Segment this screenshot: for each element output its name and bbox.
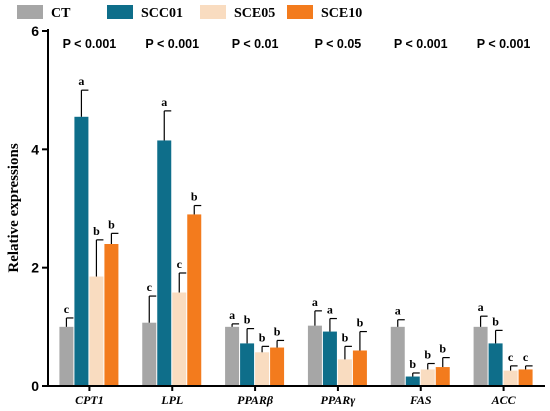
significance-letter: b xyxy=(439,342,446,356)
legend-label-sce10: SCE10 xyxy=(321,6,362,21)
significance-letter: b xyxy=(424,348,431,362)
legend-label-scc01: SCC01 xyxy=(141,6,183,21)
significance-letter: a xyxy=(78,74,84,88)
bar-scc01 xyxy=(322,331,337,386)
bar-ct xyxy=(307,325,322,386)
p-value-label: P < 0.001 xyxy=(63,37,117,51)
significance-letter: b xyxy=(342,330,349,344)
bar-ct xyxy=(473,326,488,386)
bar-scc01 xyxy=(157,140,172,386)
x-tick-label: ACC xyxy=(491,393,517,407)
bar-sce10 xyxy=(518,369,533,386)
p-value-label: P < 0.001 xyxy=(145,37,199,51)
bar-scc01 xyxy=(74,116,89,387)
significance-letter: c xyxy=(177,257,183,271)
y-tick-label: 2 xyxy=(31,260,39,276)
x-tick-label: LPL xyxy=(160,393,183,407)
significance-letter: b xyxy=(108,217,115,231)
bar-ct xyxy=(142,322,157,386)
bar-sce10 xyxy=(270,347,285,386)
significance-letter: b xyxy=(492,314,499,328)
bar-sce10 xyxy=(435,367,450,386)
significance-letter: c xyxy=(523,350,529,364)
p-value-label: P < 0.01 xyxy=(232,37,279,51)
bar-sce10 xyxy=(187,214,202,386)
significance-letter: c xyxy=(147,280,153,294)
significance-letter: b xyxy=(93,224,100,238)
significance-letter: a xyxy=(229,308,235,322)
x-tick-label: FAS xyxy=(409,393,432,407)
significance-letter: b xyxy=(259,330,266,344)
significance-letter: b xyxy=(191,190,198,204)
significance-letter: c xyxy=(508,350,514,364)
bar-sce05 xyxy=(255,352,270,386)
significance-letter: a xyxy=(161,95,167,109)
x-axis: CPT1 LPL PPARβ PPARγ FAS ACC xyxy=(47,385,545,407)
bar-scc01 xyxy=(488,343,503,386)
p-value-label: P < 0.05 xyxy=(315,37,362,51)
x-tick-label: PPARβ xyxy=(237,393,274,407)
significance-letter: a xyxy=(312,295,318,309)
bar-sce05 xyxy=(420,369,435,386)
p-value-label: P < 0.001 xyxy=(394,37,448,51)
x-tick-label: PPARγ xyxy=(321,393,356,407)
legend-swatch-sce10 xyxy=(287,5,313,19)
bar-sce05 xyxy=(89,276,104,386)
legend-swatch-ct xyxy=(17,5,43,19)
significance-letter: a xyxy=(327,303,333,317)
y-tick-label: 4 xyxy=(31,141,39,157)
legend-label-ct: CT xyxy=(51,6,71,21)
legend: CT SCC01 SCE05 SCE10 xyxy=(17,5,362,21)
significance-letter: b xyxy=(357,316,364,330)
bar-ct xyxy=(225,326,240,386)
significance-letter: a xyxy=(395,304,401,318)
p-value-label: P < 0.001 xyxy=(477,37,531,51)
significance-letter: c xyxy=(64,302,70,316)
significance-letter: b xyxy=(274,324,281,338)
legend-swatch-sce05 xyxy=(200,5,226,19)
y-axis-label: Relative expressions xyxy=(6,143,22,272)
bar-sce10 xyxy=(352,350,367,386)
bar-sce10 xyxy=(104,244,119,386)
bar-ct xyxy=(390,326,405,386)
y-tick-label: 6 xyxy=(31,23,39,39)
significance-letter: b xyxy=(409,357,416,371)
bar-ct xyxy=(59,326,74,386)
significance-letter: b xyxy=(244,313,251,327)
significance-letter: a xyxy=(478,300,484,314)
legend-swatch-scc01 xyxy=(107,5,133,19)
bar-sce05 xyxy=(337,359,352,386)
x-tick-label: CPT1 xyxy=(75,393,104,407)
y-axis: 0 2 4 6 xyxy=(31,23,49,394)
bar-sce05 xyxy=(172,292,187,386)
bar-scc01 xyxy=(240,343,255,386)
bar-sce05 xyxy=(503,370,518,386)
y-tick-label: 0 xyxy=(31,378,39,394)
legend-label-sce05: SCE05 xyxy=(234,6,275,21)
bar-scc01 xyxy=(405,376,420,386)
